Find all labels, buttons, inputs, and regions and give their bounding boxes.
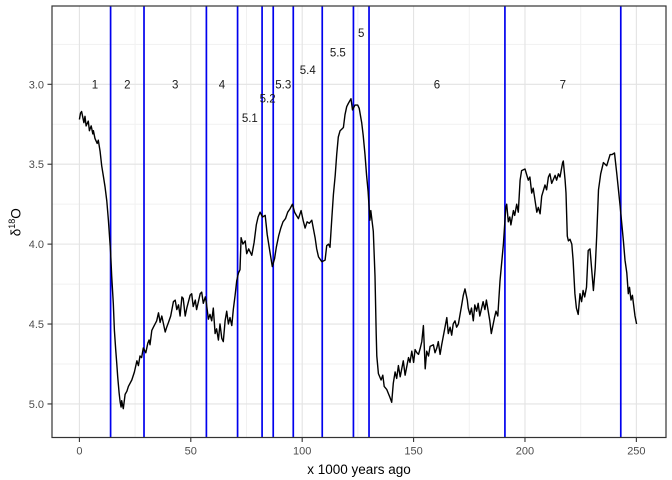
y-tick-label: 4.5 <box>29 319 44 331</box>
stage-label: 5.3 <box>275 79 291 91</box>
y-axis-title-text: δ18O <box>6 208 24 237</box>
stage-label: 5.5 <box>330 47 346 59</box>
stage-label: 2 <box>124 79 130 91</box>
x-tick-label: 150 <box>404 446 422 458</box>
x-tick-label: 50 <box>185 446 197 458</box>
stage-label: 1 <box>92 79 98 91</box>
x-axis-title: x 1000 years ago <box>307 462 411 477</box>
x-tick-label: 100 <box>293 446 311 458</box>
stage-label: 5 <box>358 28 364 40</box>
x-tick-label: 200 <box>516 446 534 458</box>
stage-label: 3 <box>172 79 178 91</box>
y-tick-label: 5.0 <box>29 399 44 411</box>
stage-label: 5.1 <box>242 113 258 125</box>
y-axis-title: δ18O <box>0 0 30 445</box>
x-tick-label: 0 <box>76 446 82 458</box>
y-tick-label: 4.0 <box>29 239 44 251</box>
panel-border <box>51 5 667 439</box>
x-tick-label: 250 <box>627 446 645 458</box>
stage-label: 6 <box>434 79 440 91</box>
stage-label: 5.2 <box>260 94 276 106</box>
stage-label: 4 <box>219 79 226 91</box>
isotope-curve <box>78 98 638 410</box>
stage-label: 7 <box>560 79 566 91</box>
plot-panel <box>52 6 666 438</box>
y-tick-label: 3.0 <box>29 79 44 91</box>
y-tick-label: 3.5 <box>29 159 44 171</box>
stage-label: 5.4 <box>300 65 317 77</box>
